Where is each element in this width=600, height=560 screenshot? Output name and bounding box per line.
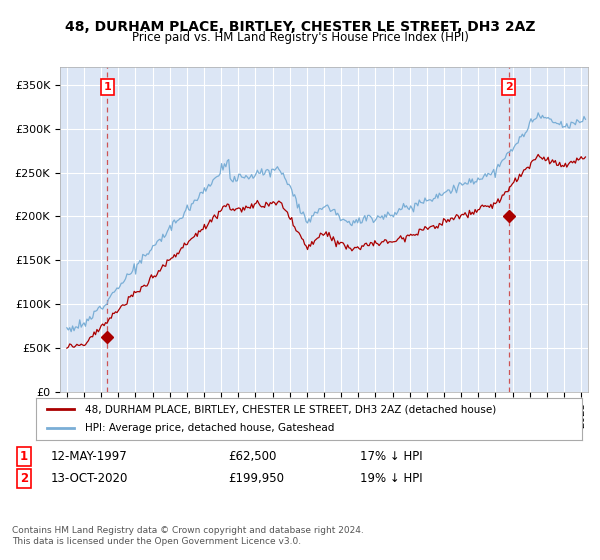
Text: 12-MAY-1997: 12-MAY-1997 [51, 450, 128, 463]
Text: 19% ↓ HPI: 19% ↓ HPI [360, 472, 422, 486]
Text: HPI: Average price, detached house, Gateshead: HPI: Average price, detached house, Gate… [85, 423, 335, 433]
Text: £62,500: £62,500 [228, 450, 277, 463]
Text: 17% ↓ HPI: 17% ↓ HPI [360, 450, 422, 463]
Text: This data is licensed under the Open Government Licence v3.0.: This data is licensed under the Open Gov… [12, 538, 301, 547]
Text: 13-OCT-2020: 13-OCT-2020 [51, 472, 128, 486]
Text: Price paid vs. HM Land Registry's House Price Index (HPI): Price paid vs. HM Land Registry's House … [131, 31, 469, 44]
Text: 1: 1 [103, 82, 111, 92]
Text: 48, DURHAM PLACE, BIRTLEY, CHESTER LE STREET, DH3 2AZ (detached house): 48, DURHAM PLACE, BIRTLEY, CHESTER LE ST… [85, 404, 496, 414]
Text: 2: 2 [505, 82, 512, 92]
Text: 48, DURHAM PLACE, BIRTLEY, CHESTER LE STREET, DH3 2AZ: 48, DURHAM PLACE, BIRTLEY, CHESTER LE ST… [65, 20, 535, 34]
Text: £199,950: £199,950 [228, 472, 284, 486]
Text: 2: 2 [20, 472, 28, 486]
Text: 1: 1 [20, 450, 28, 463]
Text: Contains HM Land Registry data © Crown copyright and database right 2024.: Contains HM Land Registry data © Crown c… [12, 526, 364, 535]
